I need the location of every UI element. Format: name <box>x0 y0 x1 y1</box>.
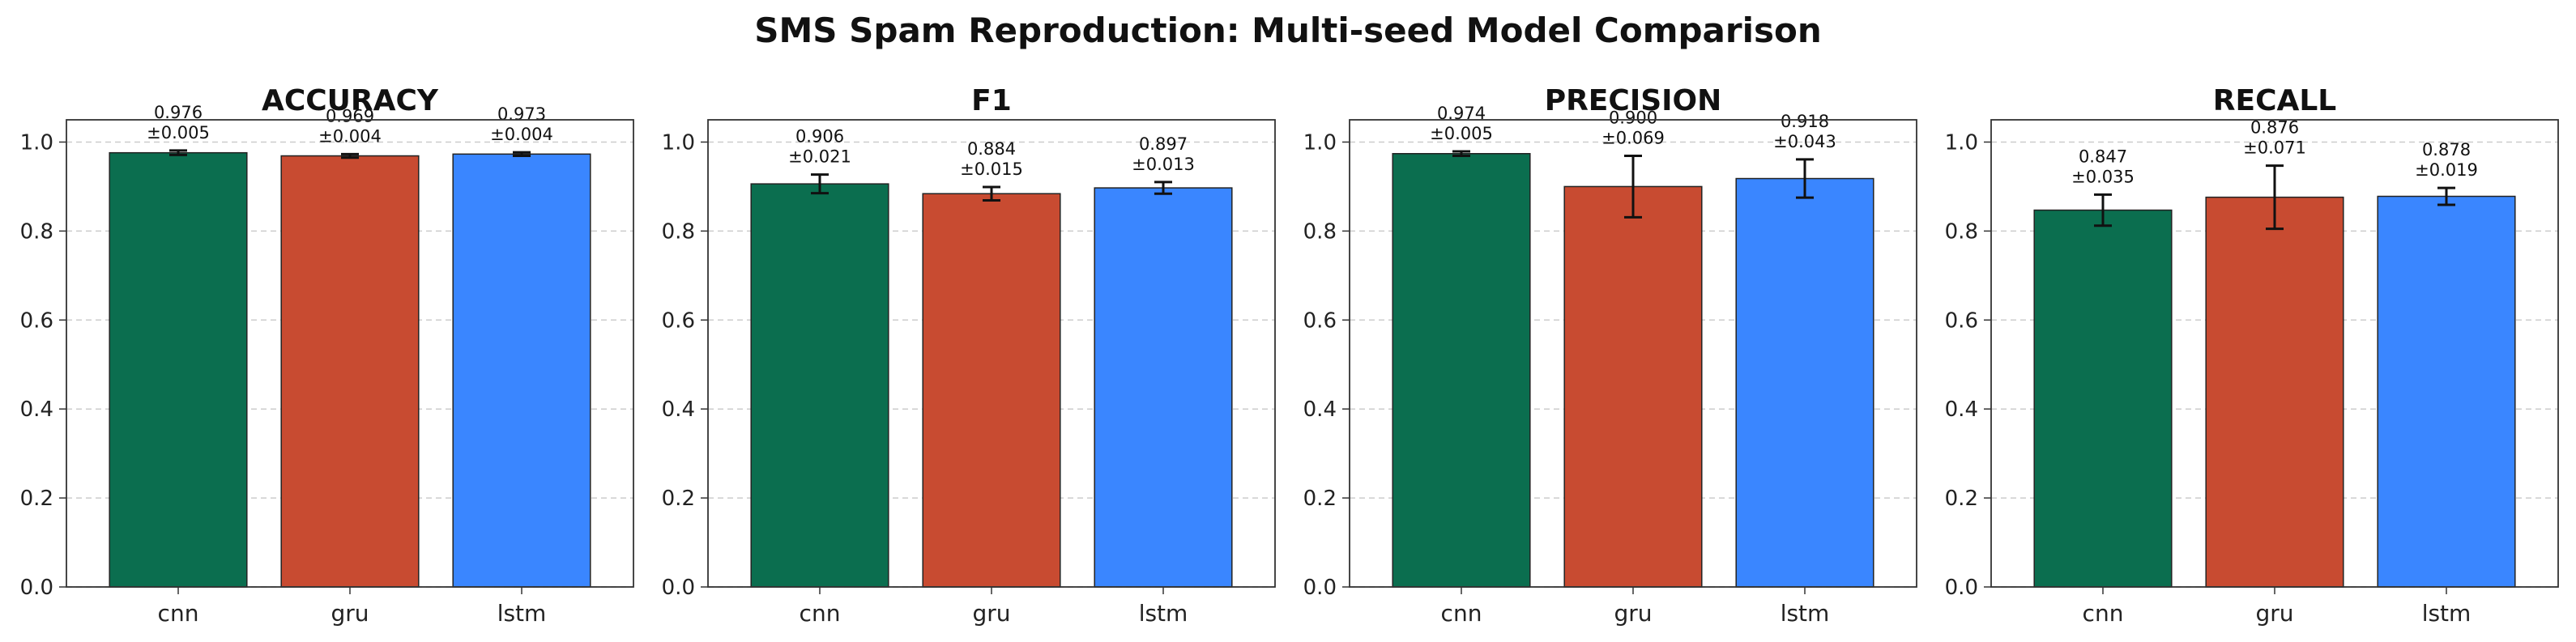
x-tick-label-gru: gru <box>972 600 1010 627</box>
y-tick-label: 1.0 <box>662 130 695 155</box>
data-label-error-lstm: ±0.013 <box>1132 155 1195 174</box>
subplot-title: PRECISION <box>1545 84 1722 117</box>
x-tick-label-cnn: cnn <box>1441 600 1482 627</box>
y-tick-label: 0.2 <box>1303 487 1337 511</box>
data-label-error-lstm: ±0.004 <box>490 125 553 144</box>
bar-gru <box>2205 196 2344 588</box>
data-label-value-lstm: 0.918 <box>1781 112 1829 131</box>
y-tick-label: 1.0 <box>1945 130 1978 155</box>
bar-cnn <box>109 151 248 588</box>
y-tick-label: 0.6 <box>662 308 695 333</box>
bar-gru <box>280 155 420 588</box>
data-label-value-cnn: 0.976 <box>154 103 203 122</box>
subplot-recall: 0.00.20.40.60.81.00.847±0.035cnn0.876±0.… <box>1945 84 2559 627</box>
bar-cnn <box>1392 153 1531 588</box>
y-tick-label: 0.6 <box>20 308 53 333</box>
y-tick-label: 0.6 <box>1303 308 1337 333</box>
y-tick-label: 0.0 <box>1303 576 1337 600</box>
x-tick-label-gru: gru <box>2255 600 2293 627</box>
y-tick-label: 1.0 <box>20 130 53 155</box>
data-label-value-cnn: 0.847 <box>2079 147 2127 166</box>
subplot-accuracy: 0.00.20.40.60.81.00.976±0.005cnn0.969±0.… <box>20 84 634 627</box>
y-tick-label: 0.4 <box>1303 398 1337 422</box>
axes-frame <box>66 119 634 588</box>
data-label-error-cnn: ±0.035 <box>2071 167 2135 186</box>
data-label-value-lstm: 0.878 <box>2422 140 2471 159</box>
x-tick-label-lstm: lstm <box>1781 600 1830 627</box>
y-tick-label: 0.2 <box>1945 487 1978 511</box>
subplot-title: ACCURACY <box>262 84 439 117</box>
data-label-value-cnn: 0.906 <box>795 127 844 147</box>
subplot-title: RECALL <box>2213 84 2336 117</box>
figure-title: SMS Spam Reproduction: Multi-seed Model … <box>754 11 1822 50</box>
y-tick-label: 0.2 <box>662 487 695 511</box>
data-label-value-gru: 0.969 <box>326 106 374 125</box>
data-label-value-lstm: 0.973 <box>497 104 546 124</box>
data-label-value-gru: 0.876 <box>2250 118 2299 138</box>
y-tick-label: 0.8 <box>1945 219 1978 244</box>
x-tick-label-gru: gru <box>331 600 369 627</box>
data-label-error-gru: ±0.015 <box>960 159 1023 179</box>
bar-lstm <box>452 153 591 588</box>
y-tick-label: 0.6 <box>1945 308 1978 333</box>
data-label-error-gru: ±0.004 <box>318 126 382 146</box>
subplot-title: F1 <box>971 84 1012 117</box>
data-label-error-lstm: ±0.019 <box>2415 160 2478 180</box>
bar-cnn <box>750 183 889 588</box>
data-label-value-gru: 0.900 <box>1609 108 1657 128</box>
y-tick-label: 0.8 <box>662 219 695 244</box>
x-tick-label-lstm: lstm <box>2422 600 2472 627</box>
y-tick-label: 0.0 <box>1945 576 1978 600</box>
data-label-error-lstm: ±0.043 <box>1773 132 1836 151</box>
axes-frame <box>1349 119 1917 588</box>
bar-lstm <box>1094 187 1233 588</box>
data-label-value-lstm: 0.897 <box>1139 134 1188 154</box>
y-tick-label: 0.2 <box>20 487 53 511</box>
axes-frame <box>1990 119 2559 588</box>
y-tick-label: 0.0 <box>662 576 695 600</box>
data-label-error-gru: ±0.071 <box>2243 138 2306 158</box>
bar-gru <box>1563 185 1703 588</box>
bar-lstm <box>1735 177 1874 588</box>
subplot-f1: 0.00.20.40.60.81.0 0.906±0.021cnn0.884±0.… <box>662 84 1276 627</box>
x-tick-label-cnn: cnn <box>158 600 199 627</box>
x-tick-label-gru: gru <box>1614 600 1652 627</box>
data-label-value-gru: 0.884 <box>967 139 1016 159</box>
bar-cnn <box>2033 209 2173 588</box>
x-tick-label-cnn: cnn <box>800 600 841 627</box>
data-label-error-cnn: ±0.021 <box>788 147 851 167</box>
data-label-error-cnn: ±0.005 <box>1430 124 1493 143</box>
bar-gru <box>922 193 1061 588</box>
y-tick-label: 0.8 <box>1303 219 1337 244</box>
bar-lstm <box>2377 195 2516 588</box>
x-tick-label-cnn: cnn <box>2083 600 2124 627</box>
subplot-precision: 0.00.20.40.60.81.00.974±0.005cnn0.900±0.… <box>1303 84 1917 627</box>
x-tick-label-lstm: lstm <box>497 600 547 627</box>
y-tick-label: 0.8 <box>20 219 53 244</box>
y-tick-label: 0.0 <box>20 576 53 600</box>
y-tick-label: 0.4 <box>662 398 695 422</box>
data-label-error-cnn: ±0.005 <box>147 123 210 142</box>
y-tick-label: 0.4 <box>20 398 53 422</box>
y-tick-label: 0.4 <box>1945 398 1978 422</box>
x-tick-label-lstm: lstm <box>1139 600 1188 627</box>
data-label-error-gru: ±0.069 <box>1601 129 1665 148</box>
y-tick-label: 1.0 <box>1303 130 1337 155</box>
axes-frame <box>707 119 1276 588</box>
